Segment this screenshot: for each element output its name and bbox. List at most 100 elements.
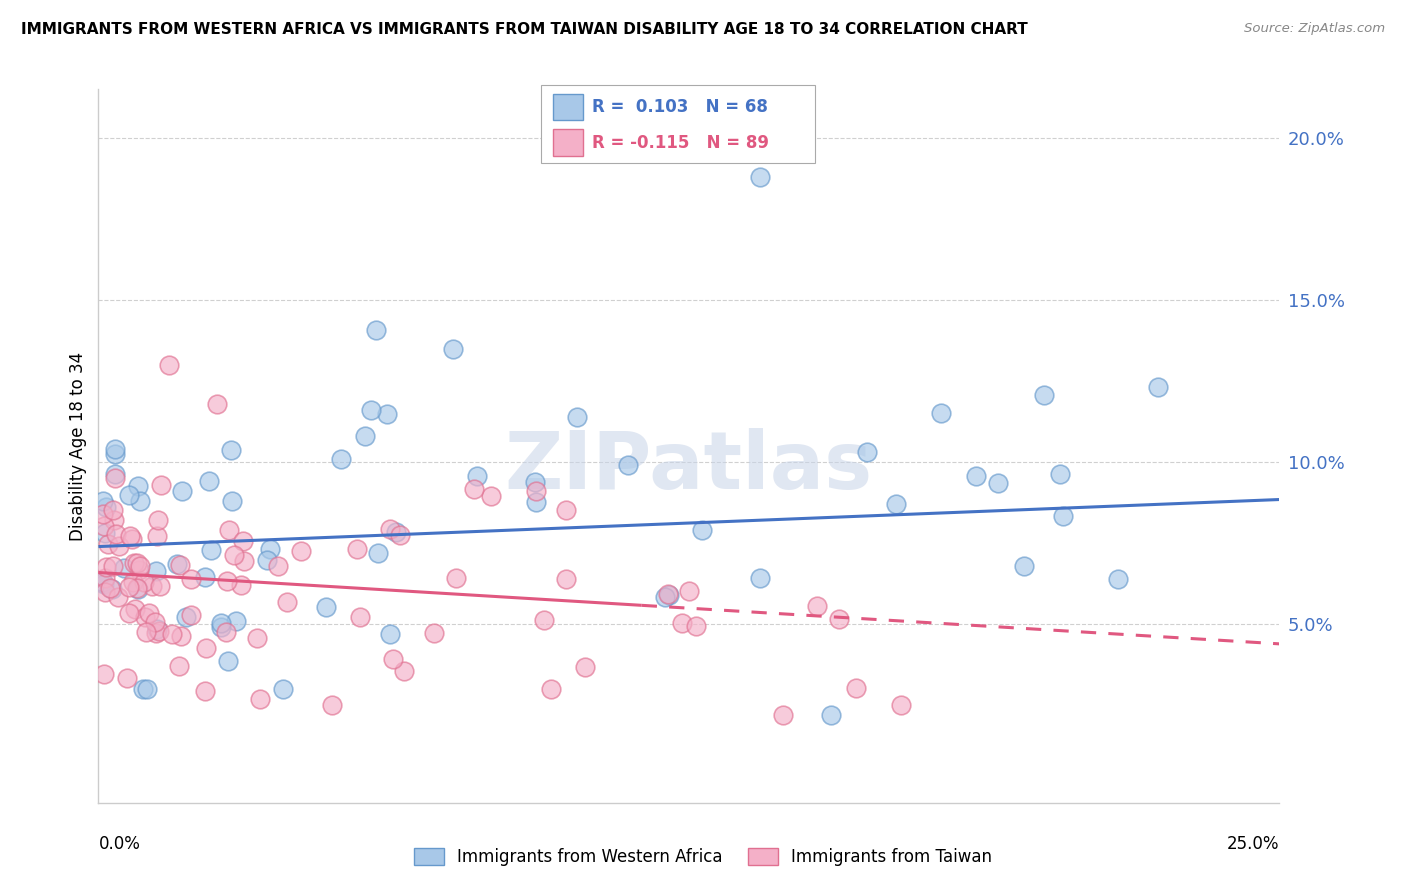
Point bbox=[124, 556, 146, 570]
Point bbox=[375, 407, 398, 421]
Point bbox=[166, 557, 188, 571]
Point bbox=[103, 513, 125, 527]
Point bbox=[93, 577, 115, 591]
Point bbox=[381, 652, 404, 666]
Point bbox=[101, 559, 124, 574]
Point bbox=[194, 640, 217, 655]
Point bbox=[112, 560, 135, 574]
Point bbox=[200, 543, 222, 558]
Point bbox=[1147, 380, 1170, 394]
Point bbox=[806, 599, 828, 614]
Point bbox=[170, 483, 193, 498]
Point bbox=[422, 625, 444, 640]
Point bbox=[657, 587, 679, 601]
Point bbox=[91, 493, 114, 508]
Point bbox=[346, 542, 368, 557]
Point bbox=[194, 570, 217, 584]
Point bbox=[91, 507, 114, 521]
Point bbox=[124, 602, 146, 616]
Point bbox=[138, 606, 160, 620]
Point bbox=[685, 619, 707, 633]
Point bbox=[690, 523, 713, 537]
Point bbox=[367, 546, 389, 560]
Point bbox=[533, 613, 555, 627]
Point bbox=[94, 585, 117, 599]
Text: R = -0.115   N = 89: R = -0.115 N = 89 bbox=[592, 134, 769, 152]
Point bbox=[218, 523, 240, 537]
Point bbox=[330, 452, 353, 467]
Point bbox=[267, 558, 290, 573]
Point bbox=[104, 442, 127, 456]
Point bbox=[169, 659, 191, 673]
Point bbox=[132, 574, 155, 589]
Point bbox=[444, 571, 467, 585]
Point bbox=[441, 342, 464, 356]
Point bbox=[540, 682, 562, 697]
Point bbox=[617, 458, 640, 473]
Point bbox=[146, 529, 169, 543]
Text: IMMIGRANTS FROM WESTERN AFRICA VS IMMIGRANTS FROM TAIWAN DISABILITY AGE 18 TO 34: IMMIGRANTS FROM WESTERN AFRICA VS IMMIGR… bbox=[21, 22, 1028, 37]
Point bbox=[107, 540, 129, 554]
Point bbox=[1049, 467, 1071, 482]
Point bbox=[231, 578, 253, 592]
Point bbox=[118, 529, 141, 543]
Point bbox=[654, 591, 676, 605]
Point bbox=[141, 579, 163, 593]
Point bbox=[145, 564, 167, 578]
Point bbox=[256, 553, 278, 567]
Point bbox=[748, 169, 770, 184]
Point bbox=[104, 447, 127, 461]
Point bbox=[128, 563, 150, 577]
Point bbox=[259, 542, 281, 557]
Point bbox=[1052, 509, 1074, 524]
Point bbox=[845, 681, 868, 695]
Point bbox=[1012, 558, 1035, 573]
Point bbox=[101, 582, 124, 597]
Point bbox=[321, 698, 343, 713]
Point bbox=[271, 682, 294, 697]
Point bbox=[135, 625, 157, 640]
Point bbox=[360, 402, 382, 417]
Text: ZIPatlas: ZIPatlas bbox=[505, 428, 873, 507]
Point bbox=[194, 684, 217, 698]
Point bbox=[93, 571, 115, 585]
Point bbox=[118, 606, 141, 620]
Point bbox=[127, 556, 149, 570]
Point bbox=[385, 525, 408, 540]
Point bbox=[174, 610, 197, 624]
Point bbox=[103, 503, 125, 517]
Point bbox=[315, 600, 337, 615]
Legend: Immigrants from Western Africa, Immigrants from Taiwan: Immigrants from Western Africa, Immigran… bbox=[408, 841, 998, 873]
Point bbox=[104, 467, 127, 481]
Point bbox=[94, 560, 117, 574]
Point bbox=[828, 612, 851, 626]
Point bbox=[249, 691, 271, 706]
Point bbox=[890, 698, 912, 713]
Point bbox=[276, 595, 298, 609]
Point bbox=[658, 588, 681, 602]
Point bbox=[224, 548, 246, 562]
Point bbox=[555, 503, 578, 517]
Point bbox=[364, 323, 387, 337]
Point bbox=[378, 627, 401, 641]
Point bbox=[214, 624, 236, 639]
Point bbox=[855, 445, 877, 459]
Point bbox=[149, 579, 172, 593]
Point bbox=[146, 622, 169, 636]
Point bbox=[132, 682, 155, 697]
Point bbox=[121, 533, 143, 547]
Text: 0.0%: 0.0% bbox=[98, 835, 141, 853]
Point bbox=[388, 528, 411, 542]
Point bbox=[146, 513, 169, 527]
Point bbox=[169, 630, 191, 644]
Point bbox=[211, 615, 233, 630]
Point bbox=[555, 572, 578, 586]
Point bbox=[169, 558, 191, 573]
Point bbox=[93, 666, 115, 681]
Point bbox=[225, 614, 247, 628]
Point bbox=[524, 483, 547, 498]
Point bbox=[217, 654, 239, 668]
Point bbox=[128, 493, 150, 508]
Point bbox=[574, 659, 596, 673]
Y-axis label: Disability Age 18 to 34: Disability Age 18 to 34 bbox=[69, 351, 87, 541]
